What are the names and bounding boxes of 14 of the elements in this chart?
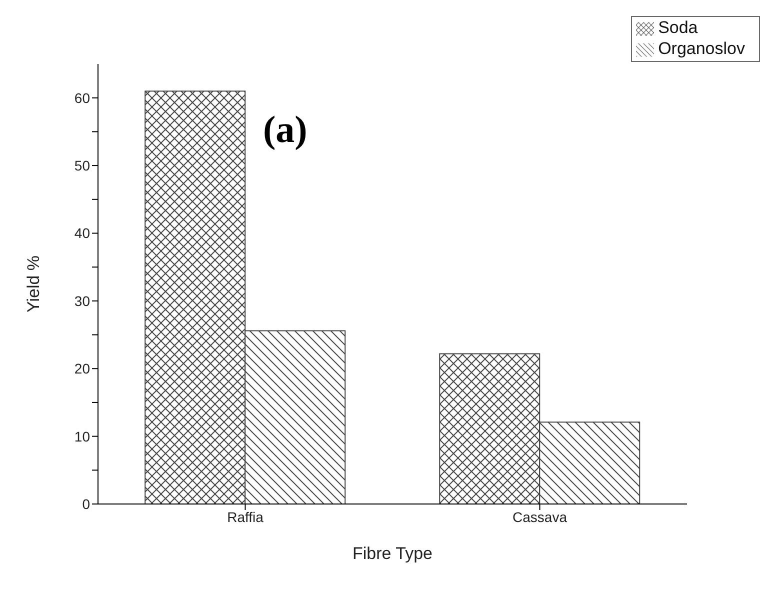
x-axis-title: Fibre Type <box>352 544 433 563</box>
y-tick-label: 50 <box>74 158 90 174</box>
x-tick-label: Raffia <box>227 508 264 525</box>
y-tick-label: 60 <box>74 90 90 106</box>
legend-label: Soda <box>658 18 698 37</box>
y-tick-label: 10 <box>74 428 90 444</box>
y-tick-label: 0 <box>82 496 90 512</box>
y-tick-label: 40 <box>74 225 90 242</box>
x-tick-label: Cassava <box>512 508 568 525</box>
y-tick-label: 30 <box>74 292 90 309</box>
annotation: (a) <box>263 108 308 152</box>
legend-label: Organoslov <box>658 39 745 58</box>
y-axis-title: Yield % <box>24 255 44 313</box>
y-tick-label: 20 <box>74 360 90 377</box>
